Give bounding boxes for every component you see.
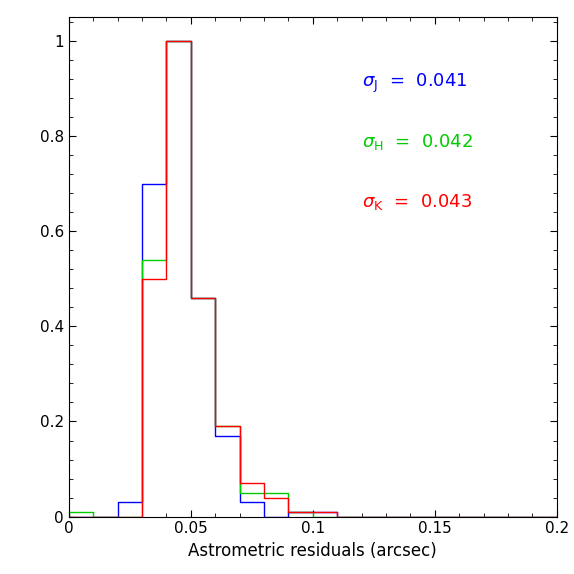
Text: $\sigma_{\mathsf{J}}$  =  0.041: $\sigma_{\mathsf{J}}$ = 0.041: [362, 72, 467, 95]
Text: $\sigma_{\mathsf{H}}$  =  0.042: $\sigma_{\mathsf{H}}$ = 0.042: [362, 132, 473, 152]
Text: $\sigma_{\mathsf{K}}$  =  0.043: $\sigma_{\mathsf{K}}$ = 0.043: [362, 192, 472, 212]
X-axis label: Astrometric residuals (arcsec): Astrometric residuals (arcsec): [188, 542, 437, 560]
